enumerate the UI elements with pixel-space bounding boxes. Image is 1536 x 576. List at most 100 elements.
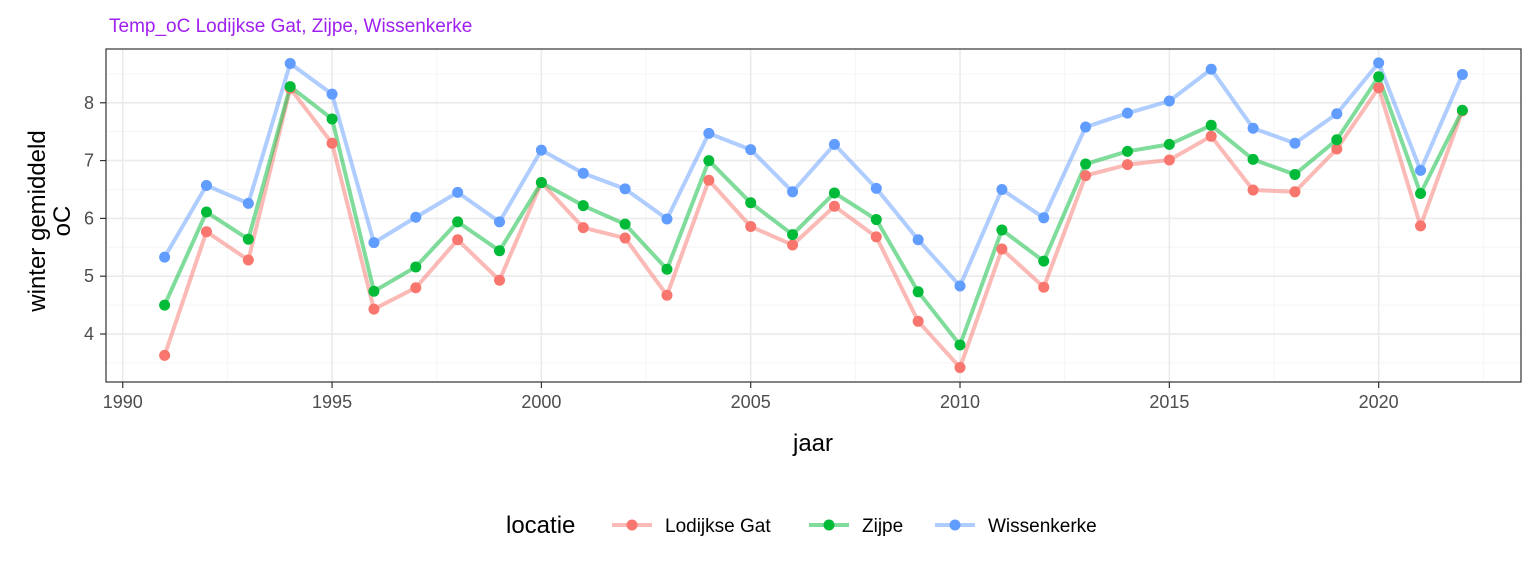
data-point: [1080, 158, 1092, 170]
data-point: [1331, 143, 1343, 155]
data-point: [1289, 186, 1301, 198]
data-point: [745, 144, 757, 156]
data-point: [242, 254, 254, 266]
data-point: [703, 155, 715, 167]
data-point: [1121, 145, 1133, 157]
data-point: [954, 362, 966, 374]
data-point: [577, 222, 589, 234]
series-lines: [162, 60, 1465, 370]
data-point: [1415, 220, 1427, 232]
data-point: [1205, 119, 1217, 131]
y-axis-title-line2: oC: [49, 206, 76, 237]
data-point: [1289, 137, 1301, 149]
data-point: [870, 231, 882, 243]
legend-title: locatie: [506, 512, 575, 539]
data-point: [535, 177, 547, 189]
y-tick-label: 5: [84, 266, 94, 286]
data-point: [1121, 159, 1133, 171]
data-point: [577, 167, 589, 179]
data-point: [1373, 57, 1385, 69]
data-point: [1080, 121, 1092, 133]
legend-key-point: [823, 519, 835, 531]
x-tick-label: 2015: [1149, 392, 1189, 412]
data-point: [787, 186, 799, 198]
data-point: [368, 237, 380, 249]
data-point: [1415, 164, 1427, 176]
legend-key-point: [626, 519, 638, 531]
data-point: [1080, 170, 1092, 182]
x-axis-title: jaar: [792, 430, 833, 457]
data-point: [242, 233, 254, 245]
legend-label: Zijpe: [862, 516, 903, 537]
data-point: [828, 187, 840, 199]
data-point: [661, 263, 673, 275]
data-point: [535, 144, 547, 156]
data-point: [452, 234, 464, 246]
data-point: [410, 261, 422, 273]
data-point: [200, 179, 212, 191]
data-point: [452, 216, 464, 228]
data-point: [619, 232, 631, 244]
y-tick-label: 6: [84, 208, 94, 228]
data-point: [912, 315, 924, 327]
data-point: [1247, 153, 1259, 165]
data-point: [703, 127, 715, 139]
data-point: [1456, 104, 1468, 116]
data-point: [494, 245, 506, 257]
data-point: [1038, 212, 1050, 224]
x-tick-label: 1995: [312, 392, 352, 412]
data-point: [787, 239, 799, 251]
data-point: [1163, 154, 1175, 166]
data-point: [619, 218, 631, 230]
x-axis: 1990 1995 2000 2005 2010 2015 2020: [103, 382, 1399, 412]
data-point: [1331, 108, 1343, 120]
data-point: [912, 234, 924, 246]
panel-border: [105, 48, 1522, 383]
data-point: [619, 183, 631, 195]
series-line: [162, 74, 1465, 347]
data-point: [1247, 122, 1259, 134]
y-axis-title-line1: winter gemiddeld: [24, 130, 51, 312]
series-line: [162, 85, 1465, 370]
legend: locatie Lodijkse Gat Zijpe Wissenkerke: [506, 512, 1097, 539]
x-tick-label: 2010: [940, 392, 980, 412]
data-point: [410, 211, 422, 223]
y-tick-label: 8: [84, 93, 94, 113]
data-point: [494, 216, 506, 228]
data-point: [912, 286, 924, 298]
data-point: [996, 243, 1008, 255]
data-point: [200, 226, 212, 238]
data-point: [452, 186, 464, 198]
series-line: [162, 60, 1465, 289]
data-point: [996, 183, 1008, 195]
data-point: [242, 197, 254, 209]
data-point: [326, 113, 338, 125]
data-point: [1038, 255, 1050, 267]
chart-title: Temp_oC Lodijkse Gat, Zijpe, Wissenkerke: [109, 16, 472, 37]
data-point: [1456, 68, 1468, 80]
y-tick-label: 4: [84, 324, 94, 344]
data-point: [1121, 107, 1133, 119]
data-point: [870, 182, 882, 194]
data-point: [200, 206, 212, 218]
data-point: [828, 200, 840, 212]
data-point: [1373, 82, 1385, 94]
data-point: [870, 214, 882, 226]
data-point: [1289, 168, 1301, 180]
x-tick-label: 2020: [1359, 392, 1399, 412]
data-point: [787, 229, 799, 241]
legend-label: Wissenkerke: [988, 516, 1097, 537]
data-point: [996, 224, 1008, 236]
data-point: [954, 339, 966, 351]
data-point: [494, 274, 506, 286]
data-point: [1038, 281, 1050, 293]
data-point: [661, 289, 673, 301]
data-point: [326, 88, 338, 100]
data-point: [703, 174, 715, 186]
data-point: [745, 197, 757, 209]
data-point: [1331, 134, 1343, 146]
x-tick-label: 1990: [103, 392, 143, 412]
y-axis: 4 5 6 7 8: [84, 93, 106, 344]
data-point: [159, 251, 171, 263]
